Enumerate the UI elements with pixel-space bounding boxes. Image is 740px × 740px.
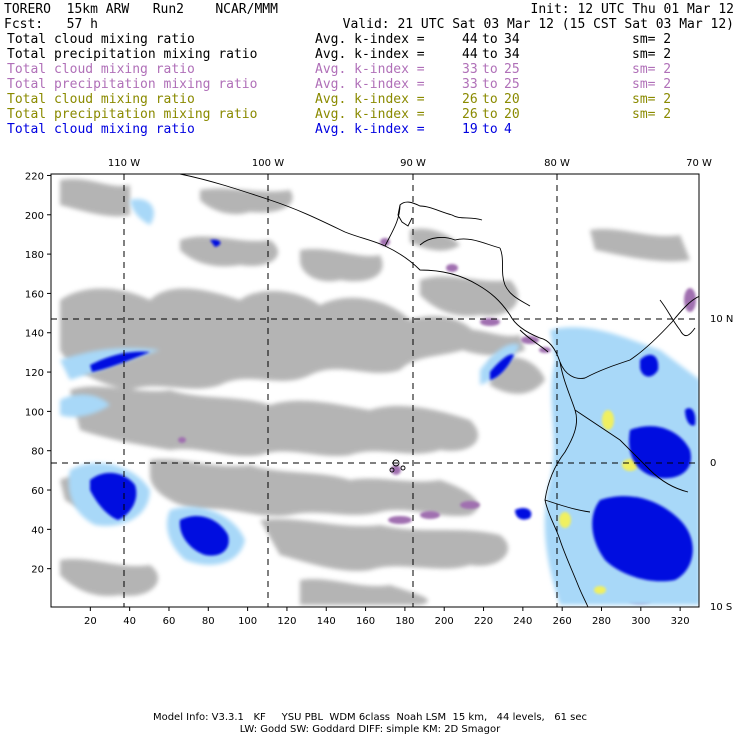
y-tick-label: 40 xyxy=(31,525,44,536)
legend-to-word: to xyxy=(482,62,498,77)
y-tick-label: 20 xyxy=(31,565,44,576)
lon-label: 90 W xyxy=(400,158,426,169)
legend-from: 26 xyxy=(462,107,478,122)
lat-label: 10 N xyxy=(710,314,733,325)
x-tick-label: 200 xyxy=(435,616,454,627)
legend-field: Total precipitation mixing ratio xyxy=(7,77,258,92)
y-tick-label: 100 xyxy=(25,407,44,418)
legend-to-word: to xyxy=(482,107,498,122)
legend-from: 19 xyxy=(462,122,478,137)
legend-field: Total cloud mixing ratio xyxy=(7,92,195,107)
x-tick-label: 300 xyxy=(631,616,650,627)
y-tick-label: 120 xyxy=(25,368,44,379)
x-tick-label: 280 xyxy=(592,616,611,627)
y-tick-label: 200 xyxy=(25,211,44,222)
legend-to: 4 xyxy=(504,122,512,137)
x-axis-ticks: 20 40 60 80 100 120 140 160 180 200 220 240 260 280 30… xyxy=(84,607,690,627)
legend-field: Total cloud mixing ratio xyxy=(7,62,195,77)
legend-to: 25 xyxy=(504,77,520,92)
legend-to: 20 xyxy=(504,107,520,122)
legend-sm: sm= 2 xyxy=(632,32,672,47)
legend-sm: sm= 2 xyxy=(632,47,672,62)
model-info-line: Model Info: V3.3.1 KF YSU PBL WDM 6class… xyxy=(152,712,588,723)
x-tick-label: 180 xyxy=(395,616,414,627)
y-tick-label: 60 xyxy=(31,486,44,497)
legend-sm: sm= 2 xyxy=(632,62,672,77)
cloud-field-blue xyxy=(90,239,696,582)
legend-from: 44 xyxy=(462,47,478,62)
x-tick-label: 40 xyxy=(123,616,136,627)
x-tick-label: 140 xyxy=(317,616,336,627)
legend-stat: Avg. k-index = xyxy=(315,47,425,62)
latitude-labels: 10 N 0 10 S xyxy=(710,314,733,613)
legend-from: 33 xyxy=(462,62,478,77)
x-tick-label: 80 xyxy=(202,616,215,627)
lon-label: 100 W xyxy=(252,158,284,169)
x-tick-label: 60 xyxy=(163,616,176,627)
model-title: TORERO 15km ARW Run2 NCAR/MMM xyxy=(4,2,278,17)
x-tick-label: 120 xyxy=(277,616,296,627)
y-axis-ticks: 20 40 60 80 100 120 140 160 180 200 220 xyxy=(25,171,51,576)
legend-to-word: to xyxy=(482,47,498,62)
legend-field: Total precipitation mixing ratio xyxy=(7,47,258,62)
legend-to: 20 xyxy=(504,92,520,107)
legend-from: 33 xyxy=(462,77,478,92)
longitude-labels: 110 W 100 W 90 W 80 W 70 W xyxy=(108,158,712,169)
x-tick-label: 20 xyxy=(84,616,97,627)
legend-sm: sm= 2 xyxy=(632,77,672,92)
y-tick-label: 140 xyxy=(25,329,44,340)
cloud-field-gray xyxy=(60,178,690,605)
lon-label: 80 W xyxy=(544,158,570,169)
legend-stat: Avg. k-index = xyxy=(315,122,425,137)
legend-sm: sm= 2 xyxy=(632,107,672,122)
legend-to: 25 xyxy=(504,62,520,77)
legend-stat: Avg. k-index = xyxy=(315,32,425,47)
lat-label: 10 S xyxy=(710,602,732,613)
legend-sm: sm= 2 xyxy=(632,92,672,107)
legend-to-word: to xyxy=(482,77,498,92)
y-tick-label: 80 xyxy=(31,447,44,458)
graticule xyxy=(51,174,699,607)
legend-to: 34 xyxy=(504,47,520,62)
x-tick-label: 160 xyxy=(356,616,375,627)
legend-to-word: to xyxy=(482,92,498,107)
legend-field: Total cloud mixing ratio xyxy=(7,122,195,137)
valid-time: Valid: 21 UTC Sat 03 Mar 12 (15 CST Sat … xyxy=(342,17,734,32)
init-time: Init: 12 UTC Thu 01 Mar 12 xyxy=(530,2,735,17)
legend-to-word: to xyxy=(482,122,498,137)
lon-label: 70 W xyxy=(686,158,712,169)
plot-frame xyxy=(50,173,700,608)
forecast-hour: Fcst: 57 h xyxy=(4,17,98,32)
legend-stat: Avg. k-index = xyxy=(315,62,425,77)
x-tick-label: 100 xyxy=(238,616,257,627)
legend-field: Total precipitation mixing ratio xyxy=(7,107,258,122)
legend-from: 26 xyxy=(462,92,478,107)
legend-stat: Avg. k-index = xyxy=(315,107,425,122)
coastlines xyxy=(179,174,699,607)
legend-stat: Avg. k-index = xyxy=(315,92,425,107)
y-tick-label: 160 xyxy=(25,289,44,300)
legend-from: 44 xyxy=(462,32,478,47)
x-tick-label: 260 xyxy=(553,616,572,627)
x-tick-label: 320 xyxy=(671,616,690,627)
y-tick-label: 220 xyxy=(25,171,44,182)
x-tick-label: 240 xyxy=(513,616,532,627)
y-tick-label: 180 xyxy=(25,250,44,261)
lat-label: 0 xyxy=(710,458,716,469)
legend-field: Total cloud mixing ratio xyxy=(7,32,195,47)
x-tick-label: 220 xyxy=(474,616,493,627)
legend-to: 34 xyxy=(504,32,520,47)
lon-label: 110 W xyxy=(108,158,140,169)
legend-stat: Avg. k-index = xyxy=(315,77,425,92)
physics-info-line: LW: Godd SW: Goddard DIFF: simple KM: 2D… xyxy=(239,724,501,735)
legend-to-word: to xyxy=(482,32,498,47)
